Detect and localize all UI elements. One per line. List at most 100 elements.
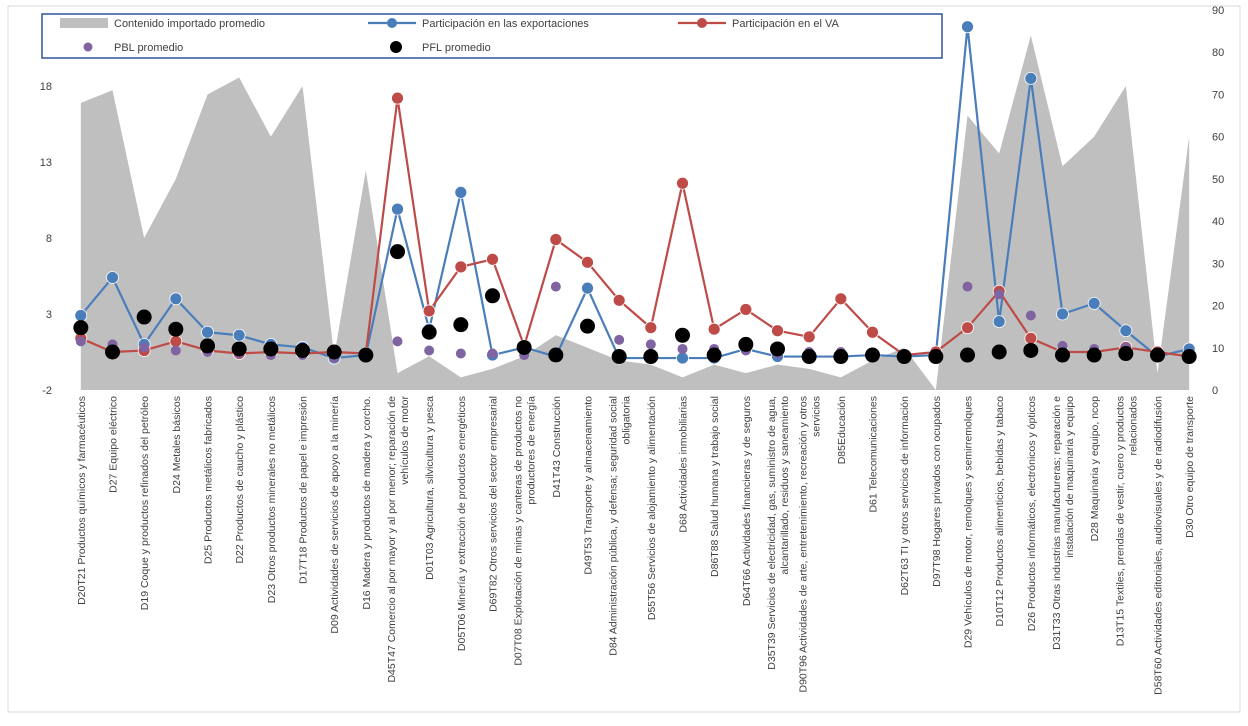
category-label: D01T03 Agricultura, silvicultura y pesca [424,396,436,580]
category-label: D30 Otro equipo de transporte [1184,396,1196,538]
legend-label: Participación en el VA [732,18,839,30]
marker-point [485,288,500,304]
marker-point [453,317,469,333]
marker-point [424,345,435,356]
marker-point [295,342,310,358]
series-point [1087,296,1101,310]
right-axis-tick-label: 90 [1212,5,1224,17]
series-point [866,325,879,339]
marker-point [928,349,944,365]
category-label: D41T43 Construcción [551,396,563,498]
series-point [961,321,974,335]
series-point [201,325,214,339]
category-label: D19 Coque y productos refinados del petr… [139,396,151,610]
category-label: D55T56 Servicios de alojamiento y alimen… [646,396,658,620]
category-label: alcantarillado, residuos y saneamiento [779,396,791,575]
legend-label: PBL promedio [114,42,183,54]
right-axis-tick-label: 0 [1212,385,1218,397]
marker-point [614,334,625,345]
right-axis-tick-label: 50 [1212,174,1224,186]
category-label: vehículos de motor [399,396,411,485]
marker-point [1025,310,1036,321]
category-label: D58T60 Actividades editoriales, audiovis… [1153,396,1165,695]
left-axis-tick-label: 13 [40,157,52,169]
marker-point [358,347,374,363]
series-point [581,281,594,295]
series-point [961,20,974,34]
marker-point [643,349,659,365]
category-label: D26 Productos informáticos, electrónicos… [1026,396,1038,631]
marker-point [770,341,785,357]
right-axis-tick-label: 60 [1212,132,1224,144]
series-point [707,322,721,336]
legend-label: Participación en las exportaciones [422,18,589,30]
legend-swatch-marker [83,42,93,52]
marker-point [1086,347,1102,363]
marker-point [994,289,1005,300]
category-label: D29 Vehículos de motor, remolques y semi… [963,396,975,648]
category-label: D05T06 Minería y extracción de productos… [456,396,468,651]
category-label: D85Educación [836,396,848,464]
marker-point [168,321,184,337]
series-point [1024,331,1038,345]
category-label: D68 Actividades inmobiliarias [678,396,690,533]
marker-point [516,339,532,355]
series-point [454,260,468,274]
series-point [486,252,499,266]
marker-point [1055,347,1070,363]
legend-swatch-point [387,18,397,28]
marker-point [548,347,564,363]
marker-point [455,348,466,359]
category-label: D27 Equipo eléctrico [108,396,120,493]
marker-point [706,347,722,363]
series-point [771,324,784,338]
series-point [454,185,468,199]
category-label: D62T63 TI y otros servicios de informaci… [899,396,911,596]
series-point [1119,324,1133,338]
series-point [644,321,658,335]
left-axis-tick-label: -2 [42,385,52,397]
category-label: D10T12 Productos alimenticios, bebidas y… [994,396,1006,627]
category-label: D17T18 Productos de papel e impresión [298,396,310,584]
right-axis-tick-label: 40 [1212,216,1224,228]
legend-swatch-marker [390,41,402,53]
right-axis-tick-label: 80 [1212,47,1224,59]
series-point [391,202,404,216]
series-point [739,303,753,316]
category-label: D23 Otros productos minerales no metálic… [266,396,278,603]
category-label: D25 Productos metálicos fabricados [203,396,215,564]
marker-point [738,336,754,352]
legend-label: Contenido importado promedio [114,18,265,30]
left-axis-tick-label: 8 [46,233,52,245]
category-label: relacionados [1127,396,1139,456]
marker-point [1118,346,1134,362]
marker-point [136,309,152,325]
marker-point [263,341,279,357]
left-axis-tick-label: 18 [40,81,52,93]
series-point [422,304,436,318]
marker-point [1150,347,1165,363]
marker-point [1023,342,1039,358]
marker-point [421,324,437,340]
marker-point [550,281,561,292]
series-point [74,309,88,322]
category-label: D22 Productos de caucho y plástico [234,396,246,564]
marker-point [580,318,595,334]
legend-box [41,13,943,59]
category-label: D07T08 Explotación de minas y canteras d… [513,396,525,666]
series-point [612,293,626,307]
series-point [676,176,689,190]
legend-label: PFL promedio [422,42,491,54]
marker-point [960,347,975,363]
marker-point [392,336,403,347]
marker-point [73,320,89,336]
category-label: D35T39 Servicios de electricidad, gas, s… [766,396,778,670]
category-label: D13T15 Textiles, prendas de vestir, cuer… [1114,396,1126,646]
legend-swatch-point [697,18,707,28]
right-axis-tick-label: 70 [1212,89,1224,101]
marker-point [170,345,181,356]
series-point [549,233,563,246]
marker-point [865,347,880,363]
marker-point [75,336,86,347]
